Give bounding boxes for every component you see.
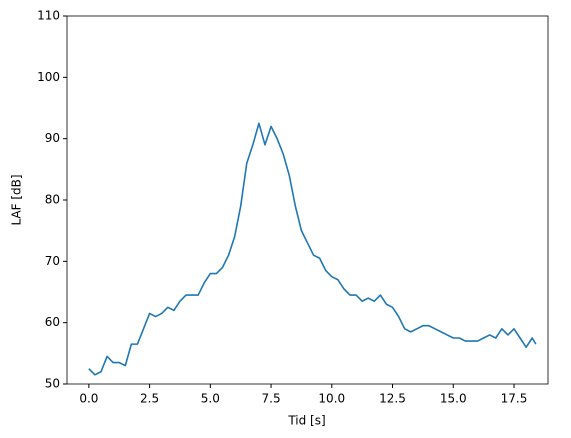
x-tick-label: 2.5: [140, 392, 159, 406]
y-tick-label: 60: [45, 315, 60, 329]
x-tick-label: 5.0: [201, 392, 220, 406]
y-tick-label: 70: [45, 254, 60, 268]
y-tick-label: 100: [37, 70, 60, 84]
line-series: [88, 122, 537, 376]
y-tick-label: 110: [37, 9, 60, 23]
y-tick-label: 90: [45, 131, 60, 145]
x-tick-label: 12.5: [379, 392, 406, 406]
x-tick-label: 0.0: [79, 392, 98, 406]
y-tick-label: 80: [45, 193, 60, 207]
x-axis-label: Tid [s]: [287, 414, 325, 428]
y-tick-label: 50: [45, 377, 60, 391]
x-tick-label: 15.0: [440, 392, 467, 406]
x-tick-label: 10.0: [318, 392, 345, 406]
x-tick-label: 7.5: [262, 392, 281, 406]
y-axis-label: LAF [dB]: [10, 174, 24, 225]
plot-frame: [66, 15, 549, 385]
x-tick-label: 17.5: [501, 392, 528, 406]
